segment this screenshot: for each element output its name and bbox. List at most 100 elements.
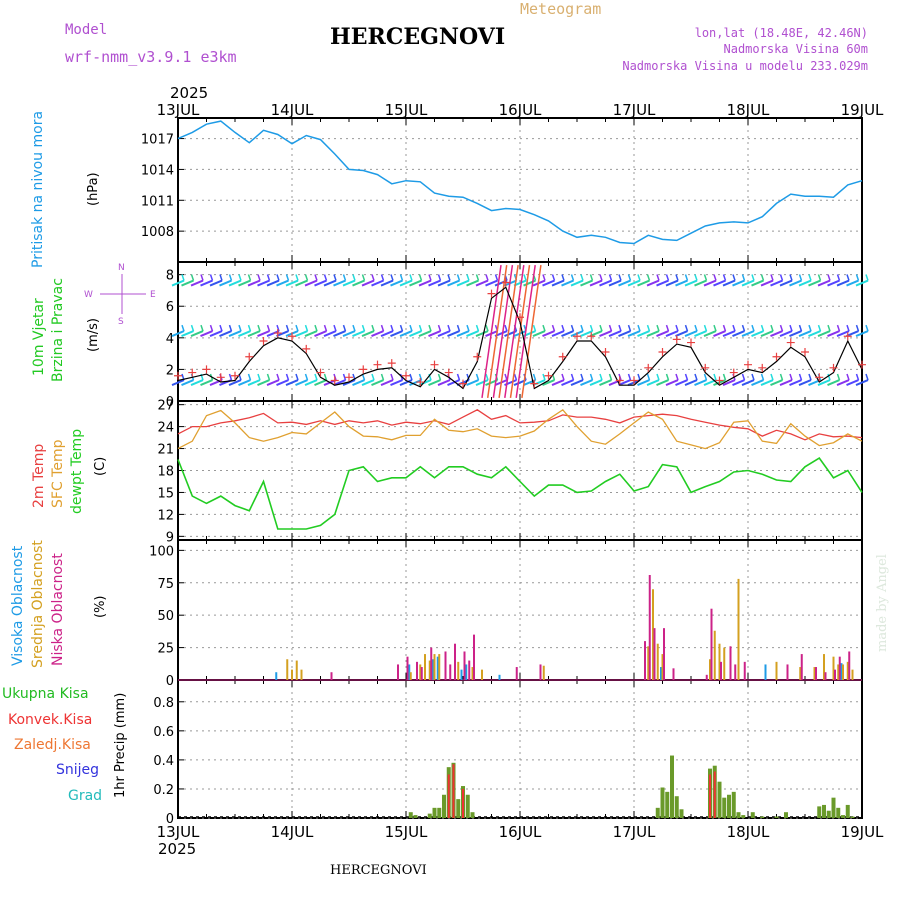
wind-barb xyxy=(618,330,631,338)
wind-barb-flag xyxy=(333,274,337,281)
wind-gust-marker xyxy=(316,368,325,377)
wind-barb xyxy=(209,279,223,287)
wind-barb-flag xyxy=(599,274,603,281)
day-label-top: 19JUL xyxy=(841,101,884,119)
wind-barb-flag xyxy=(342,274,347,281)
wind-barb-flag xyxy=(295,324,299,332)
wind-barb xyxy=(703,330,717,338)
wind-barb xyxy=(323,279,337,287)
wind-barb-flag xyxy=(751,324,755,332)
precip-conv-bar xyxy=(713,771,716,818)
cloud-bar xyxy=(515,667,518,680)
wind-barb-flag xyxy=(646,373,651,381)
wind-barb-flag xyxy=(494,274,499,281)
cloud-labels: Visoka Oblacnost Srednja Oblacnost Niska… xyxy=(10,540,108,668)
wind-gust-marker xyxy=(829,363,838,372)
y-tick-label: 0.4 xyxy=(153,754,174,769)
cloud-bar xyxy=(444,651,447,680)
wind-barb xyxy=(276,279,289,287)
wind-barb-flag xyxy=(608,324,613,332)
wind-barb-flag xyxy=(437,274,442,281)
precip-total-bar xyxy=(660,787,665,818)
wind-barb-flag xyxy=(247,373,252,381)
wind-barb-flag xyxy=(238,324,242,332)
wind-barb xyxy=(608,330,622,338)
wind-barb xyxy=(817,330,831,338)
temp-line-2 xyxy=(177,457,863,530)
wind-barb xyxy=(409,279,422,287)
wind-barb xyxy=(836,330,850,338)
wind-barb xyxy=(808,279,821,287)
wind-barb xyxy=(418,330,432,338)
wind-barb xyxy=(646,279,660,287)
wind-barb-flag xyxy=(732,324,736,332)
wind-barb-flag xyxy=(656,274,660,281)
wind-barb-flag xyxy=(798,274,803,281)
wind-barb xyxy=(219,330,232,338)
precip-total-bar xyxy=(665,791,670,818)
compass-s: S xyxy=(118,317,124,327)
wind-barb-flag xyxy=(722,324,727,332)
day-label-bottom: 19JUL xyxy=(841,823,884,841)
wind-gust-marker xyxy=(701,363,710,372)
wind-unit: (m/s) xyxy=(86,318,101,352)
day-label-top: 14JUL xyxy=(271,101,314,119)
cloud-bar xyxy=(644,641,646,680)
precip-hail-label: Grad xyxy=(68,788,102,804)
wind-barb-flag xyxy=(295,373,299,381)
cloud-unit: (%) xyxy=(93,596,108,619)
precip-total-bar xyxy=(736,812,741,818)
pressure-labels: Pritisak na nivou mora (hPa) xyxy=(30,111,101,268)
wind-barb-flag xyxy=(665,373,670,381)
wind-barb xyxy=(846,379,859,386)
y-tick-label: 1011 xyxy=(141,194,174,209)
compass-n: N xyxy=(118,263,125,273)
precip-labels: Ukupna Kisa Konvek.Kisa Zaledj.Kisa Snij… xyxy=(2,686,128,804)
station-title: HERCEGNOVI xyxy=(330,24,505,50)
panel-frame-precipitation xyxy=(177,679,863,819)
wind-barb xyxy=(694,379,707,386)
wind-barb-flag xyxy=(770,324,774,332)
precip-total-bar xyxy=(670,755,674,818)
cloud-bar xyxy=(424,654,426,680)
wind-barb xyxy=(561,379,574,386)
wind-barb xyxy=(466,330,479,338)
wind-gust-hatch xyxy=(515,265,536,398)
wind-barb-flag xyxy=(390,373,394,381)
wind-barb-flag xyxy=(751,274,755,281)
temp2m-label: 2m Temp xyxy=(31,444,47,508)
wind-barb xyxy=(314,379,327,386)
wind-barb-flag xyxy=(580,324,584,332)
wind-barb xyxy=(637,330,650,338)
wind-gust-marker xyxy=(430,360,439,369)
panel-precipitation xyxy=(177,679,863,819)
cloud-bar xyxy=(846,661,849,680)
wind-barb-flag xyxy=(257,274,261,281)
y-tick-label: 75 xyxy=(157,577,174,592)
wind-barb xyxy=(200,330,213,338)
wind-barb xyxy=(333,379,346,386)
wind-barb-flag xyxy=(371,274,375,281)
y-tick-label: 50 xyxy=(157,609,174,624)
wind-gust-marker xyxy=(729,368,738,377)
wind-barb xyxy=(703,279,717,287)
wind-barb-flag xyxy=(409,324,413,332)
cloud-bar xyxy=(449,664,452,680)
wind-barb xyxy=(371,330,384,338)
wind-barb xyxy=(855,279,869,287)
wind-barb-flag xyxy=(618,324,622,332)
wind-gust-hatch xyxy=(498,265,519,398)
wind-barb xyxy=(770,279,783,287)
wind-gust-marker xyxy=(188,368,197,377)
wind-barb-flag xyxy=(627,373,632,381)
wind-barb xyxy=(428,330,441,338)
cloud-bar xyxy=(463,651,466,680)
wind-barb xyxy=(846,330,859,338)
wind-barb xyxy=(779,330,793,338)
wind-barb xyxy=(390,330,403,338)
wind-barb-flag xyxy=(399,324,404,332)
cloud-bar xyxy=(428,660,431,680)
wind-barb xyxy=(285,279,299,287)
y-tick-label: 2 xyxy=(166,363,174,378)
cloud-bar xyxy=(430,647,433,680)
